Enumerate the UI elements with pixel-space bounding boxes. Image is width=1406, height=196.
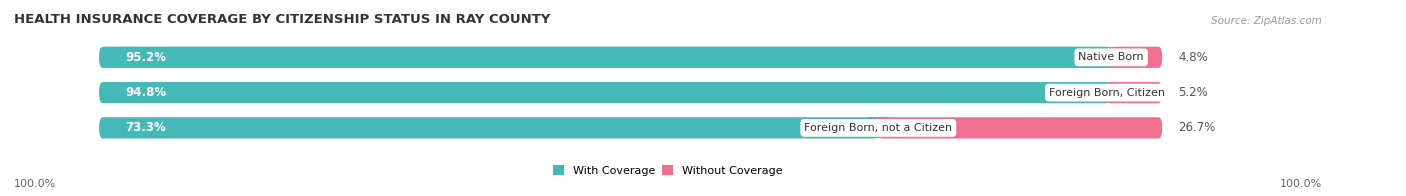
FancyBboxPatch shape bbox=[1097, 82, 1107, 103]
Text: HEALTH INSURANCE COVERAGE BY CITIZENSHIP STATUS IN RAY COUNTY: HEALTH INSURANCE COVERAGE BY CITIZENSHIP… bbox=[14, 13, 550, 26]
Text: 95.2%: 95.2% bbox=[125, 51, 167, 64]
Text: 5.2%: 5.2% bbox=[1178, 86, 1208, 99]
FancyBboxPatch shape bbox=[98, 117, 1163, 138]
Text: Foreign Born, Citizen: Foreign Born, Citizen bbox=[1049, 88, 1166, 98]
Legend: With Coverage, Without Coverage: With Coverage, Without Coverage bbox=[548, 161, 787, 180]
Text: Source: ZipAtlas.com: Source: ZipAtlas.com bbox=[1211, 16, 1322, 26]
FancyBboxPatch shape bbox=[1111, 47, 1122, 68]
Text: Native Born: Native Born bbox=[1078, 52, 1144, 62]
FancyBboxPatch shape bbox=[1107, 82, 1163, 103]
Text: 94.8%: 94.8% bbox=[125, 86, 167, 99]
Text: Foreign Born, not a Citizen: Foreign Born, not a Citizen bbox=[804, 123, 952, 133]
FancyBboxPatch shape bbox=[98, 117, 879, 138]
FancyBboxPatch shape bbox=[1111, 47, 1163, 68]
Text: 26.7%: 26.7% bbox=[1178, 121, 1216, 134]
FancyBboxPatch shape bbox=[1107, 82, 1118, 103]
FancyBboxPatch shape bbox=[879, 117, 889, 138]
Text: 73.3%: 73.3% bbox=[125, 121, 166, 134]
FancyBboxPatch shape bbox=[98, 82, 1107, 103]
FancyBboxPatch shape bbox=[879, 117, 1163, 138]
FancyBboxPatch shape bbox=[868, 117, 879, 138]
FancyBboxPatch shape bbox=[98, 47, 1111, 68]
Text: 100.0%: 100.0% bbox=[1279, 179, 1322, 189]
Text: 100.0%: 100.0% bbox=[14, 179, 56, 189]
FancyBboxPatch shape bbox=[1101, 47, 1111, 68]
FancyBboxPatch shape bbox=[98, 47, 1163, 68]
Text: 4.8%: 4.8% bbox=[1178, 51, 1208, 64]
FancyBboxPatch shape bbox=[98, 82, 1163, 103]
